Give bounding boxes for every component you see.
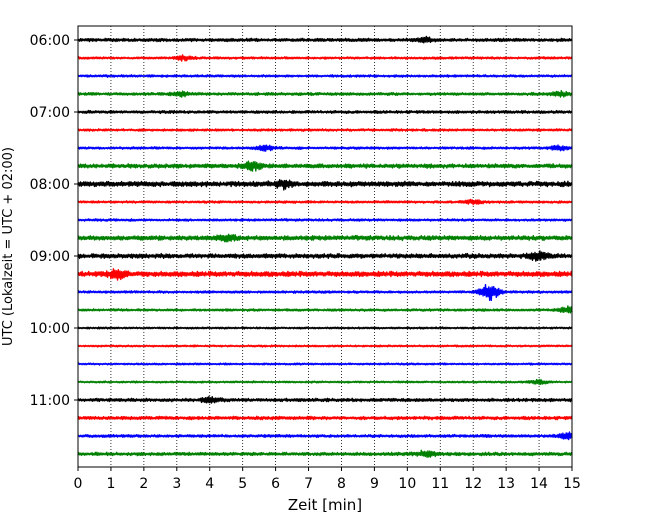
trace-line — [77, 344, 573, 348]
y-axis-ticks: 06:00 07:00 08:00 09:00 10:00 11:00 — [30, 33, 78, 409]
x-tick-label: 3 — [172, 476, 181, 492]
x-axis-label: Zeit [min] — [288, 496, 362, 514]
trace-line — [77, 449, 573, 458]
trace-line — [77, 250, 573, 262]
y-tick-label: 07:00 — [30, 105, 70, 121]
x-tick-label: 9 — [370, 476, 379, 492]
x-tick-label: 12 — [464, 476, 482, 492]
trace-line — [77, 54, 573, 62]
x-axis-ticks: 0 1 2 3 4 5 6 7 8 9 10 11 12 13 14 15 — [74, 467, 581, 492]
trace-line — [77, 144, 573, 152]
trace-line — [77, 431, 573, 441]
y-tick-label: 08:00 — [30, 177, 70, 193]
y-tick-label: 11:00 — [30, 393, 70, 409]
trace-line — [77, 268, 573, 281]
trace-line — [77, 160, 573, 172]
x-tick-label: 11 — [431, 476, 449, 492]
x-tick-label: 2 — [139, 476, 148, 492]
trace-line — [77, 178, 573, 191]
trace-line — [77, 128, 573, 132]
trace-line — [77, 198, 573, 206]
x-tick-label: 0 — [74, 476, 83, 492]
trace-line — [77, 35, 573, 44]
y-tick-label: 10:00 — [30, 321, 70, 337]
trace-line — [77, 89, 573, 98]
x-tick-label: 6 — [271, 476, 280, 492]
x-tick-label: 4 — [205, 476, 214, 492]
trace-line — [77, 109, 573, 115]
x-tick-label: 14 — [530, 476, 548, 492]
x-tick-label: 15 — [563, 476, 581, 492]
trace-line — [77, 326, 573, 330]
trace-line — [77, 395, 573, 404]
trace-line — [77, 233, 573, 243]
trace-line — [77, 378, 573, 386]
trace-group — [77, 35, 573, 458]
y-tick-label: 06:00 — [30, 33, 70, 49]
trace-line — [77, 415, 573, 421]
x-tick-label: 7 — [304, 476, 313, 492]
plot-frame — [77, 25, 573, 468]
x-tick-label: 1 — [106, 476, 115, 492]
trace-line — [77, 362, 573, 366]
trace-line — [77, 284, 573, 301]
x-tick-label: 8 — [337, 476, 346, 492]
x-tick-label: 10 — [398, 476, 416, 492]
x-tick-label: 5 — [238, 476, 247, 492]
trace-line — [77, 305, 573, 314]
y-axis-label: UTC (Lokalzeit = UTC + 02:00) — [1, 147, 16, 346]
trace-line — [77, 218, 573, 222]
y-tick-label: 09:00 — [30, 249, 70, 265]
x-tick-label: 13 — [497, 476, 515, 492]
trace-line — [77, 74, 573, 78]
